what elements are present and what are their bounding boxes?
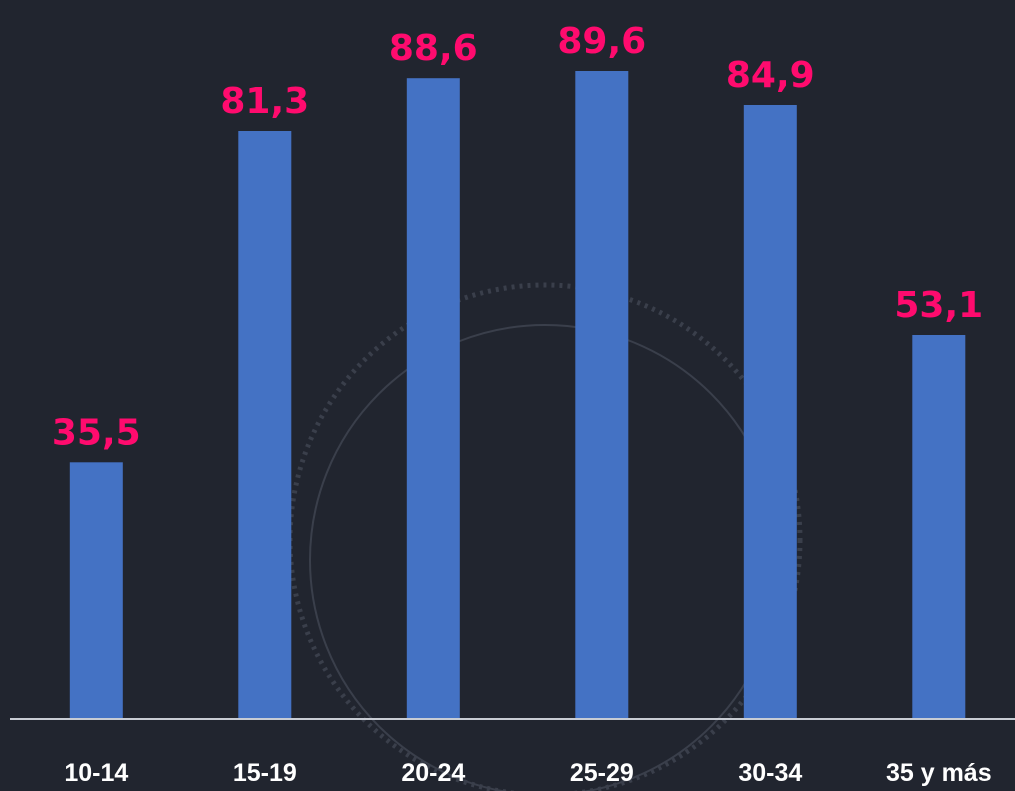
category-label: 25-29 [570,759,634,787]
category-label: 20-24 [401,759,465,787]
value-label: 89,6 [557,21,646,62]
bars-group [69,71,966,719]
bar-25-29 [575,71,629,719]
bar-35-y-más [912,335,966,719]
category-label: 15-19 [233,759,297,787]
bar-20-24 [406,78,460,719]
value-label: 81,3 [220,81,309,122]
decor-circle-outer [287,282,803,791]
bar-15-19 [238,131,292,719]
value-labels-group: 35,5 81,3 88,6 89,6 84,9 53,1 [52,21,983,453]
value-label: 84,9 [726,55,815,96]
category-label: 30-34 [738,759,802,787]
category-labels-group: 10-14 15-19 20-24 25-29 30-34 35 y más [64,759,991,787]
category-label: 35 y más [886,759,992,787]
value-label: 88,6 [389,28,478,69]
bar-30-34 [743,105,797,719]
value-label: 35,5 [52,412,141,453]
bar-10-14 [69,462,123,719]
background-decoration [287,282,803,791]
value-label: 53,1 [894,285,983,326]
decor-circle-inner [309,324,781,791]
category-label: 10-14 [64,759,128,787]
